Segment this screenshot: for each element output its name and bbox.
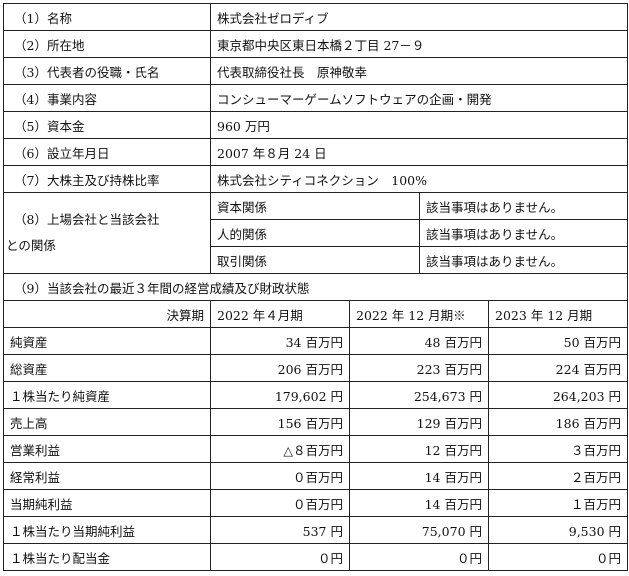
financials-cell: 12 百万円: [349, 435, 489, 463]
financials-cell: １百万円: [487, 489, 629, 517]
relationship-label-line1: （8）上場会社と当該会社: [14, 212, 160, 227]
financials-cell: ０円: [349, 543, 489, 571]
financials-cell: 186 百万円: [487, 408, 629, 436]
financials-section-row: （9）当該会社の最近３年間の経営成績及び財政状態: [2, 273, 629, 301]
relationship-value: 該当事項はありません。: [418, 192, 629, 220]
overview-row: （3）代表者の役職・氏名 代表取締役社長 原神敬幸: [3, 57, 629, 85]
financials-cell: 264,203 円: [487, 381, 629, 409]
financials-cell: ０百万円: [210, 489, 350, 517]
financials-cell: 50 百万円: [487, 327, 629, 355]
financials-row: 経常利益 ０百万円 14 百万円 ２百万円: [3, 462, 629, 490]
financials-row-label: １株当たり当期純利益: [3, 516, 211, 544]
relationship-type: 人的関係: [210, 219, 420, 247]
financials-header-col: 2023 年 12 月期: [487, 300, 629, 328]
financials-row-label: 売上高: [3, 408, 211, 436]
financials-cell: ０百万円: [210, 462, 350, 490]
financials-cell: 224 百万円: [487, 354, 629, 382]
financials-row: 当期純利益 ０百万円 14 百万円 １百万円: [3, 489, 629, 517]
financials-row: 総資産 206 百万円 223 百万円 224 百万円: [3, 354, 629, 382]
financials-header-col: 2022 年４月期: [210, 300, 350, 328]
financials-row: １株当たり純資産 179,602 円 254,673 円 264,203 円: [3, 381, 629, 409]
financials-cell: 254,673 円: [349, 381, 489, 409]
overview-label: （5）資本金: [3, 111, 211, 139]
relationship-row: 人的関係 該当事項はありません。: [4, 219, 629, 247]
relationship-label: （8）上場会社と当該会社との関係: [3, 192, 211, 274]
financials-cell: 206 百万円: [210, 354, 350, 382]
overview-value: 960 万円: [209, 111, 629, 139]
financials-cell: 179,602 円: [210, 381, 350, 409]
financials-cell: 75,070 円: [349, 516, 489, 544]
overview-label: （2）所在地: [3, 30, 211, 58]
financials-row-label: 営業利益: [3, 435, 211, 463]
financials-row: １株当たり配当金 ０円 ０円 ０円: [3, 543, 629, 571]
financials-cell: 34 百万円: [210, 327, 350, 355]
financials-cell: 156 百万円: [210, 408, 350, 436]
overview-value: 株式会社シティコネクション 100%: [209, 165, 629, 193]
financials-header-period: 決算期: [3, 300, 211, 328]
financials-row: 売上高 156 百万円 129 百万円 186 百万円: [3, 408, 629, 436]
financials-header-row: 決算期 2022 年４月期 2022 年 12 月期※ 2023 年 12 月期: [3, 300, 629, 328]
financials-row-label: 当期純利益: [3, 489, 211, 517]
financials-cell: 9,530 円: [487, 516, 629, 544]
overview-label: （7）大株主及び持株比率: [3, 165, 211, 193]
overview-value: コンシューマーゲームソフトウェアの企画・開発: [209, 84, 629, 112]
overview-row: （6）設立年月日 2007 年８月 24 日: [3, 138, 629, 166]
overview-row: （2）所在地 東京都中央区東日本橋２丁目 27－９: [3, 30, 629, 58]
financials-row: 営業利益 △８百万円 12 百万円 ３百万円: [3, 435, 629, 463]
relationship-value: 該当事項はありません。: [418, 219, 629, 247]
overview-row: （1）名称 株式会社ゼロディブ: [3, 3, 629, 31]
relationship-type: 資本関係: [210, 192, 420, 220]
financials-cell: 223 百万円: [349, 354, 489, 382]
relationship-label-line2: との関係: [6, 238, 56, 253]
financials-cell: 129 百万円: [349, 408, 489, 436]
financials-cell: 537 円: [210, 516, 350, 544]
overview-row: （7）大株主及び持株比率 株式会社シティコネクション 100%: [3, 165, 629, 193]
financials-section-title: （9）当該会社の最近３年間の経営成績及び財政状態: [2, 273, 629, 301]
company-overview-table: （1）名称 株式会社ゼロディブ （2）所在地 東京都中央区東日本橋２丁目 27－９ （3…: [2, 3, 629, 571]
overview-label: （4）事業内容: [3, 84, 211, 112]
financials-cell: ０円: [210, 543, 350, 571]
financials-row-label: 純資産: [3, 327, 211, 355]
overview-row: （4）事業内容 コンシューマーゲームソフトウェアの企画・開発: [3, 84, 629, 112]
financials-cell: ２百万円: [487, 462, 629, 490]
relationship-value: 該当事項はありません。: [418, 246, 629, 274]
financials-row-label: 総資産: [3, 354, 211, 382]
overview-row: （5）資本金 960 万円: [3, 111, 629, 139]
overview-value: 東京都中央区東日本橋２丁目 27－９: [209, 30, 629, 58]
financials-cell: △８百万円: [210, 435, 350, 463]
overview-value: 株式会社ゼロディブ: [209, 3, 629, 31]
financials-cell: ３百万円: [487, 435, 629, 463]
financials-row-label: １株当たり配当金: [3, 543, 211, 571]
financials-row: 純資産 34 百万円 48 百万円 50 百万円: [3, 327, 629, 355]
financials-row-label: １株当たり純資産: [3, 381, 211, 409]
relationship-row: （8）上場会社と当該会社 との関係 資本関係 該当事項はありません。: [3, 192, 629, 274]
financials-cell: 14 百万円: [349, 462, 489, 490]
overview-value: 代表取締役社長 原神敬幸: [209, 57, 629, 85]
financials-row-label: 経常利益: [3, 462, 211, 490]
overview-value: 2007 年８月 24 日: [209, 138, 629, 166]
overview-label: （3）代表者の役職・氏名: [3, 57, 211, 85]
financials-cell: ０円: [487, 543, 629, 571]
relationship-row: 取引関係 該当事項はありません。: [4, 246, 629, 274]
relationship-type: 取引関係: [210, 246, 420, 274]
financials-header-col: 2022 年 12 月期※: [349, 300, 489, 328]
overview-label: （1）名称: [3, 3, 211, 31]
financials-cell: 48 百万円: [349, 327, 489, 355]
financials-row: １株当たり当期純利益 537 円 75,070 円 9,530 円: [3, 516, 629, 544]
overview-label: （6）設立年月日: [3, 138, 211, 166]
financials-cell: 14 百万円: [349, 489, 489, 517]
